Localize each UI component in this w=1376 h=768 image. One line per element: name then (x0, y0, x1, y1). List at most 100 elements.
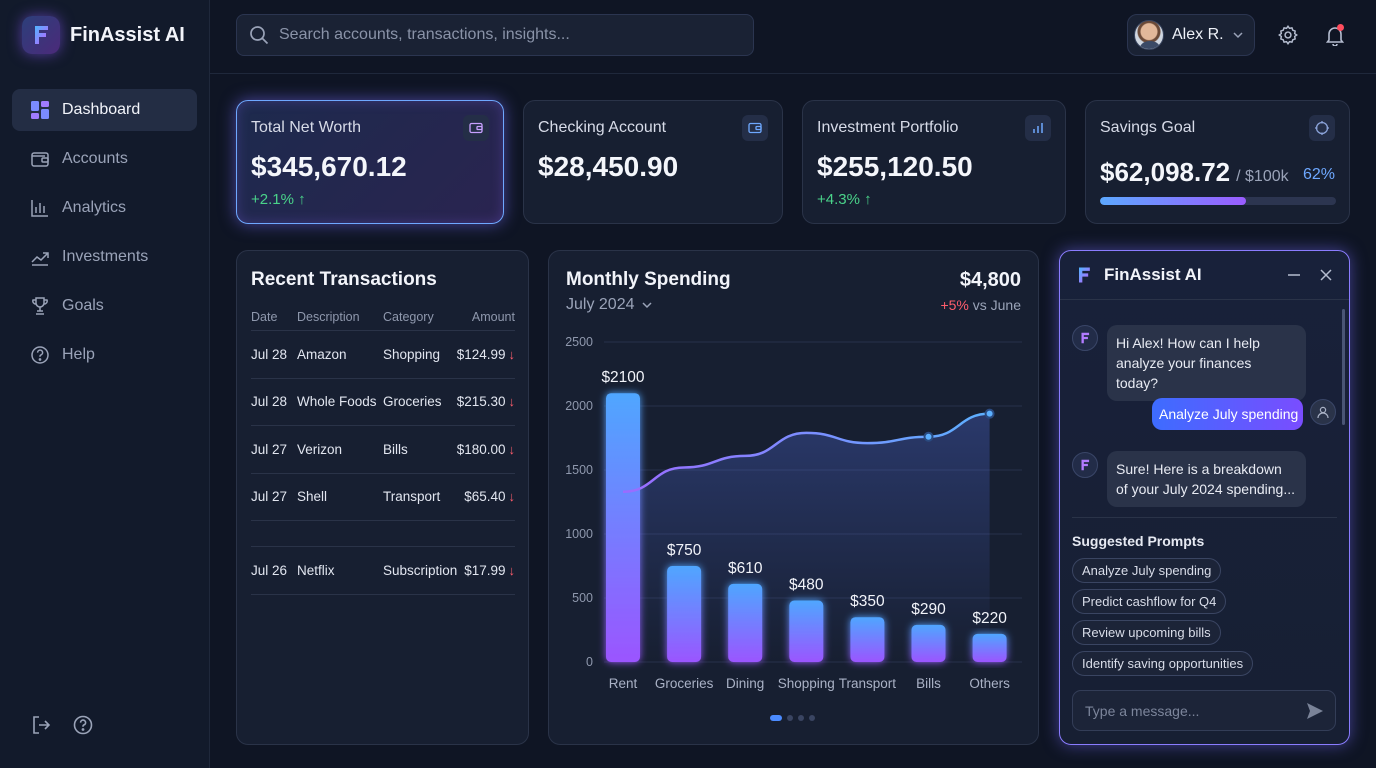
x-tick-label: Dining (726, 676, 764, 691)
avatar (1134, 20, 1164, 50)
help-icon (31, 346, 49, 364)
stat-value: $28,450.90 (538, 151, 679, 182)
chat-message-user: Analyze July spending (1152, 398, 1303, 430)
logout-icon[interactable] (30, 714, 52, 736)
savings-goal-card[interactable]: Savings Goal $62,098.72 / $100k 62% (1085, 100, 1350, 224)
table-row[interactable]: Jul 27 Verizon Bills $180.00 ↓ (251, 426, 515, 474)
x-tick-label: Bills (916, 676, 941, 691)
tx-amount-cell: $124.99 ↓ (457, 347, 515, 362)
carousel-dot[interactable] (787, 715, 793, 721)
search-bar[interactable] (236, 14, 754, 56)
table-row[interactable]: Jul 28 Amazon Shopping $124.99 ↓ (251, 331, 515, 379)
carousel-dot[interactable] (770, 715, 782, 721)
bar-groceries (667, 566, 702, 662)
checking-card[interactable]: Checking Account $28,450.90 (523, 100, 783, 224)
tx-category: Groceries (383, 394, 442, 410)
bar-shopping (789, 600, 824, 662)
savings-amount: $62,098.72 / $100k (1100, 157, 1289, 188)
search-input[interactable] (279, 26, 739, 44)
carousel-dots[interactable] (770, 715, 815, 721)
net-worth-card[interactable]: Total Net Worth $345,670.12 +2.1% ↑ (236, 100, 504, 224)
brand[interactable]: FinAssist AI (22, 16, 185, 54)
y-tick-label: 2500 (565, 335, 593, 349)
chevron-down-icon (1233, 32, 1243, 39)
suggested-prompt-chip[interactable]: Review upcoming bills (1072, 620, 1221, 645)
stat-label: Investment Portfolio (817, 119, 959, 136)
notification-badge (1337, 24, 1344, 31)
send-icon[interactable] (1305, 701, 1325, 721)
suggested-prompt-chip[interactable]: Identify saving opportunities (1072, 651, 1254, 676)
tx-date: Jul 28 (251, 346, 288, 362)
sidebar-item-investments[interactable]: Investments (12, 236, 197, 278)
x-tick-label: Shopping (778, 676, 835, 691)
wallet-icon (463, 115, 489, 141)
close-icon[interactable] (1318, 267, 1334, 283)
message-input[interactable] (1085, 702, 1295, 719)
minimize-icon[interactable] (1286, 267, 1302, 283)
sidebar-item-label: Goals (62, 297, 104, 314)
sidebar-item-label: Analytics (62, 199, 127, 216)
stat-value: $255,120.50 (817, 151, 973, 182)
investment-card[interactable]: Investment Portfolio $255,120.50 +4.3% ↑ (802, 100, 1066, 224)
app-logo-icon (1081, 332, 1090, 344)
table-spacer (251, 521, 515, 547)
wallet-icon (31, 152, 49, 167)
x-tick-label: Transport (839, 676, 897, 691)
tx-description: Whole Foods (297, 394, 377, 410)
tx-category: Subscription (383, 562, 458, 578)
data-label: $220 (972, 610, 1007, 627)
gear-icon[interactable] (1277, 24, 1299, 46)
carousel-dot[interactable] (809, 715, 815, 721)
tx-date: Jul 26 (251, 562, 288, 578)
bar-chart-icon (1025, 115, 1051, 141)
tx-category: Transport (383, 489, 441, 505)
savings-target: / $100k (1236, 168, 1289, 185)
section-title: Recent Transactions (251, 269, 437, 290)
y-tick-label: 1500 (565, 463, 593, 477)
x-tick-label: Rent (609, 676, 638, 691)
trend-point (923, 431, 934, 442)
sidebar-item-accounts[interactable]: Accounts (12, 138, 197, 180)
sidebar: FinAssist AI Dashboard Accounts Analytic… (0, 0, 210, 768)
table-row[interactable]: Jul 26 Netflix Subscription $17.99 ↓ (251, 547, 515, 595)
sidebar-item-goals[interactable]: Goals (12, 285, 197, 327)
suggested-prompt-chip[interactable]: Predict cashflow for Q4 (1072, 589, 1227, 614)
app-name: FinAssist AI (70, 23, 185, 46)
y-tick-label: 1000 (565, 527, 593, 541)
tx-description: Netflix (297, 562, 335, 578)
user-avatar-icon (1310, 399, 1336, 425)
assistant-title: FinAssist AI (1104, 265, 1202, 284)
trend-icon (31, 252, 49, 266)
message-composer (1072, 690, 1336, 731)
table-row[interactable]: Jul 27 Shell Transport $65.40 ↓ (251, 474, 515, 521)
bar-bills (911, 624, 946, 662)
sidebar-item-dashboard[interactable]: Dashboard (12, 89, 197, 131)
bar-chart-icon (31, 200, 48, 217)
tx-amount: $17.99 (464, 562, 506, 578)
tx-description: Shell (297, 489, 328, 505)
tx-date: Jul 27 (251, 441, 288, 457)
scrollbar[interactable] (1342, 309, 1345, 425)
chevron-down-icon (641, 302, 652, 309)
savings-progress-bar (1100, 197, 1336, 205)
ai-assistant-panel: FinAssist AI Hi Alex! How can I help ana… (1059, 250, 1350, 745)
assistant-header: FinAssist AI (1074, 265, 1202, 285)
tx-date: Jul 28 (251, 394, 288, 410)
table-row[interactable]: Jul 28 Whole Foods Groceries $215.30 ↓ (251, 379, 515, 426)
y-tick-label: 0 (586, 655, 593, 669)
bar-transport (850, 617, 885, 662)
compare-text: vs June (972, 297, 1021, 313)
compare-change: +5% (940, 297, 969, 313)
period-label: July 2024 (566, 296, 635, 313)
sidebar-item-help[interactable]: Help (12, 334, 197, 376)
period-dropdown[interactable]: July 2024 (566, 296, 653, 314)
suggested-prompt-chip[interactable]: Analyze July spending (1072, 558, 1222, 583)
tx-description: Amazon (297, 346, 347, 362)
carousel-dot[interactable] (798, 715, 804, 721)
spending-total: $4,800 (959, 269, 1021, 291)
help-icon[interactable] (72, 714, 94, 736)
sidebar-item-analytics[interactable]: Analytics (12, 187, 197, 229)
x-tick-label: Others (969, 676, 1010, 691)
user-menu[interactable]: Alex R. (1127, 14, 1255, 56)
wallet-icon (742, 115, 768, 141)
